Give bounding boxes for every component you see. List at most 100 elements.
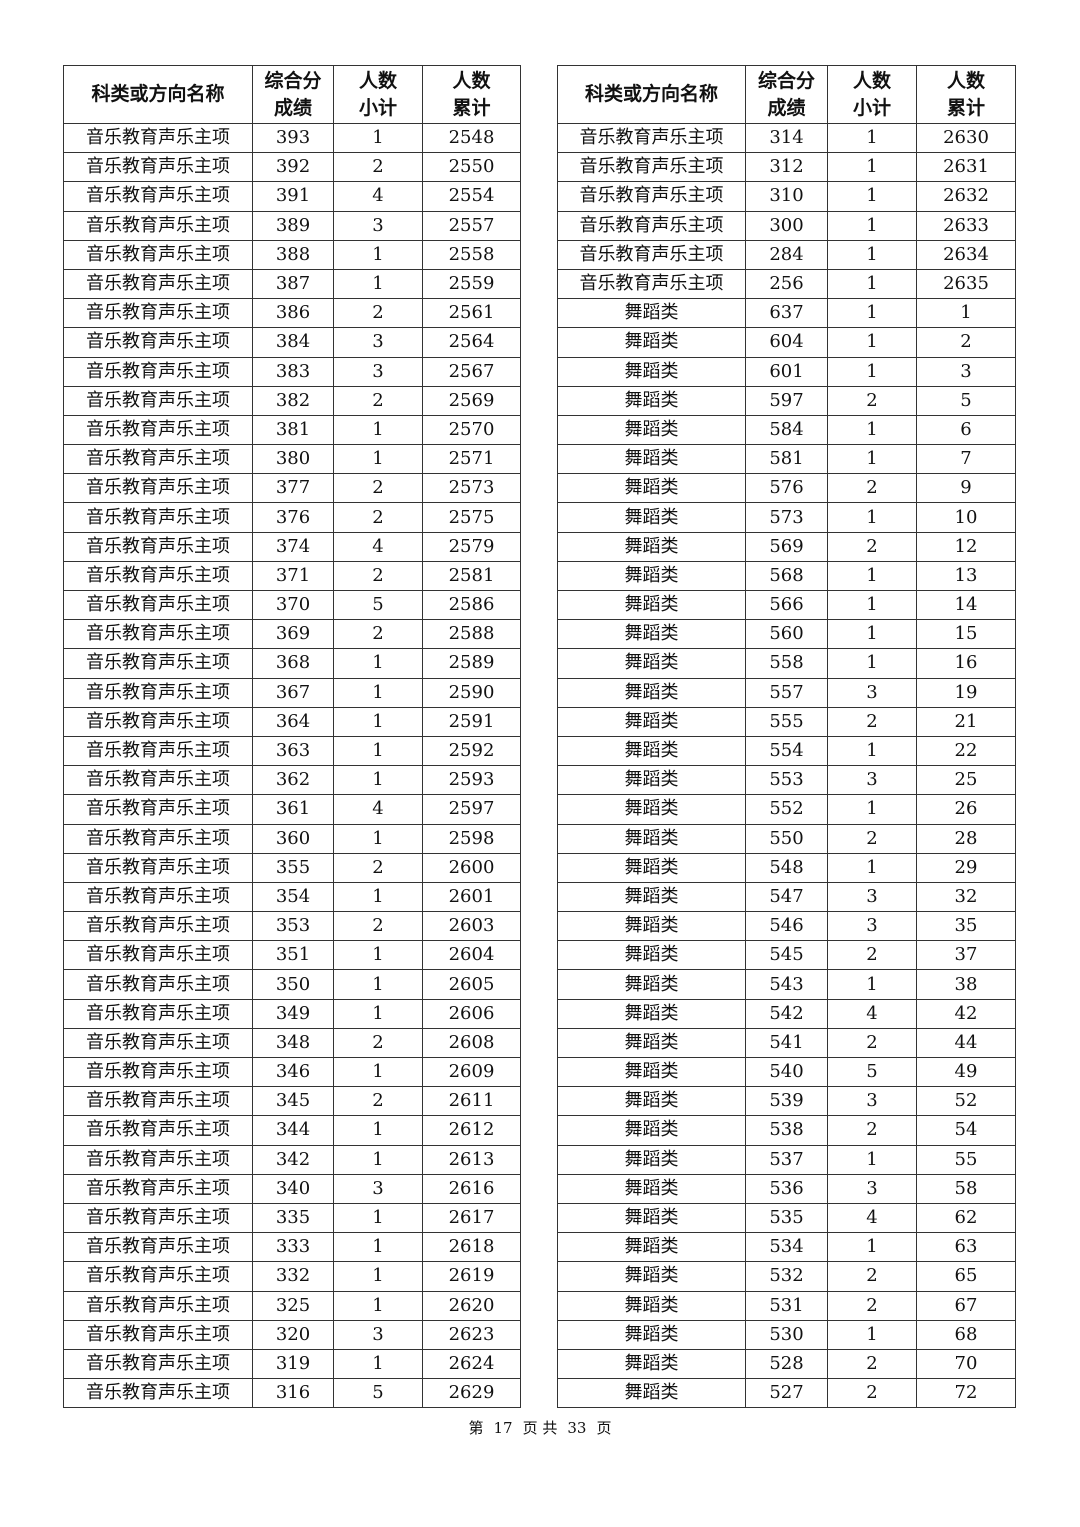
cumulative-cell: 2590 (422, 677, 521, 708)
category-cell: 音乐教育声乐主项 (63, 327, 253, 358)
category-cell: 音乐教育声乐主项 (63, 1202, 253, 1234)
score-cell: 362 (252, 765, 334, 796)
score-cell: 597 (745, 385, 828, 416)
header-score: 综合分成绩 (252, 65, 334, 124)
count-cell: 1 (827, 619, 917, 650)
category-cell: 舞蹈类 (557, 589, 746, 621)
cumulative-cell: 2548 (422, 122, 521, 154)
count-cell: 2 (333, 502, 423, 533)
category-cell: 音乐教育声乐主项 (63, 969, 253, 1000)
cumulative-cell: 2629 (422, 1378, 521, 1409)
category-cell: 音乐教育声乐主项 (63, 1232, 253, 1263)
category-cell: 音乐教育声乐主项 (557, 122, 746, 154)
count-cell: 4 (333, 531, 423, 562)
category-cell: 舞蹈类 (557, 444, 746, 475)
cumulative-cell: 2579 (422, 531, 521, 562)
category-cell: 音乐教育声乐主项 (63, 1290, 253, 1321)
table-row: 音乐教育声乐主项 392 2 2550 (63, 152, 521, 183)
score-cell: 532 (745, 1261, 828, 1292)
cumulative-cell: 2632 (916, 181, 1016, 212)
score-cell: 376 (252, 502, 334, 533)
table-row: 音乐教育声乐主项 314 1 2630 (557, 122, 1016, 154)
category-cell: 音乐教育声乐主项 (63, 210, 253, 241)
score-cell: 351 (252, 940, 334, 971)
header-cumulative: 人数累计 (422, 65, 521, 124)
table-row: 音乐教育声乐主项 284 1 2634 (557, 239, 1016, 270)
category-cell: 音乐教育声乐主项 (63, 473, 253, 504)
count-cell: 1 (333, 1144, 423, 1175)
category-cell: 音乐教育声乐主项 (63, 356, 253, 387)
table-header: 科类或方向名称 综合分成绩 人数小计 人数累计 (557, 65, 1016, 124)
score-cell: 584 (745, 414, 828, 446)
score-cell: 576 (745, 473, 828, 504)
count-cell: 4 (333, 181, 423, 212)
category-cell: 音乐教育声乐主项 (63, 998, 253, 1029)
cumulative-cell: 65 (916, 1261, 1016, 1292)
category-cell: 舞蹈类 (557, 1232, 746, 1263)
score-cell: 387 (252, 268, 334, 300)
cumulative-cell: 70 (916, 1348, 1016, 1380)
count-cell: 2 (827, 1261, 917, 1292)
cumulative-cell: 2567 (422, 356, 521, 387)
count-cell: 1 (333, 998, 423, 1029)
table-row: 音乐教育声乐主项 325 1 2620 (63, 1290, 521, 1321)
category-cell: 舞蹈类 (557, 765, 746, 796)
header-category-label: 科类或方向名称 (584, 83, 718, 105)
table-row: 舞蹈类 528 2 70 (557, 1348, 1016, 1380)
score-cell: 393 (252, 122, 334, 154)
category-cell: 舞蹈类 (557, 940, 746, 971)
score-cell: 353 (252, 911, 334, 942)
cumulative-cell: 2611 (422, 1086, 521, 1117)
cumulative-cell: 2589 (422, 648, 521, 679)
score-cell: 573 (745, 502, 828, 533)
count-cell: 1 (333, 1290, 423, 1321)
score-cell: 552 (745, 794, 828, 825)
table-row: 舞蹈类 552 1 26 (557, 794, 1016, 825)
category-cell: 音乐教育声乐主项 (63, 619, 253, 650)
cumulative-cell: 2550 (422, 152, 521, 183)
score-cell: 342 (252, 1144, 334, 1175)
count-cell: 1 (827, 210, 917, 241)
score-cell: 548 (745, 852, 828, 883)
count-cell: 2 (827, 706, 917, 737)
count-cell: 1 (827, 589, 917, 621)
score-cell: 346 (252, 1056, 334, 1088)
header-cumulative-label: 人数累计 (946, 69, 985, 119)
category-cell: 舞蹈类 (557, 1173, 746, 1204)
table-row: 舞蹈类 532 2 65 (557, 1261, 1016, 1292)
cumulative-cell: 5 (916, 385, 1016, 416)
count-cell: 1 (333, 881, 423, 913)
category-cell: 舞蹈类 (557, 1086, 746, 1117)
cumulative-cell: 2624 (422, 1348, 521, 1380)
score-cell: 392 (252, 152, 334, 183)
table-row: 音乐教育声乐主项 383 3 2567 (63, 356, 521, 387)
table-row: 音乐教育声乐主项 377 2 2573 (63, 473, 521, 504)
table-row: 舞蹈类 584 1 6 (557, 414, 1016, 446)
count-cell: 1 (827, 298, 917, 329)
score-cell: 374 (252, 531, 334, 562)
score-cell: 536 (745, 1173, 828, 1204)
category-cell: 舞蹈类 (557, 385, 746, 416)
count-cell: 4 (827, 1202, 917, 1234)
header-count: 人数小计 (333, 65, 423, 124)
table-row: 音乐教育声乐主项 374 4 2579 (63, 531, 521, 562)
count-cell: 2 (333, 473, 423, 504)
count-cell: 5 (333, 1378, 423, 1409)
score-cell: 284 (745, 239, 828, 270)
cumulative-cell: 2617 (422, 1202, 521, 1234)
cumulative-cell: 37 (916, 940, 1016, 971)
header-cumulative: 人数累计 (916, 65, 1016, 124)
table-row: 音乐教育声乐主项 393 1 2548 (63, 122, 521, 154)
header-category-label: 科类或方向名称 (91, 83, 225, 105)
count-cell: 1 (333, 239, 423, 270)
count-cell: 1 (827, 152, 917, 183)
count-cell: 1 (333, 268, 423, 300)
score-table-left: 科类或方向名称 综合分成绩 人数小计 人数累计 音乐教育声乐主项 393 1 2548… (63, 65, 521, 1409)
category-cell: 舞蹈类 (557, 648, 746, 679)
table-row: 舞蹈类 560 1 15 (557, 619, 1016, 650)
count-cell: 1 (827, 735, 917, 767)
table-row: 舞蹈类 601 1 3 (557, 356, 1016, 387)
count-cell: 1 (333, 677, 423, 708)
total-pages: 33 (567, 1419, 587, 1437)
count-cell: 3 (333, 1319, 423, 1350)
